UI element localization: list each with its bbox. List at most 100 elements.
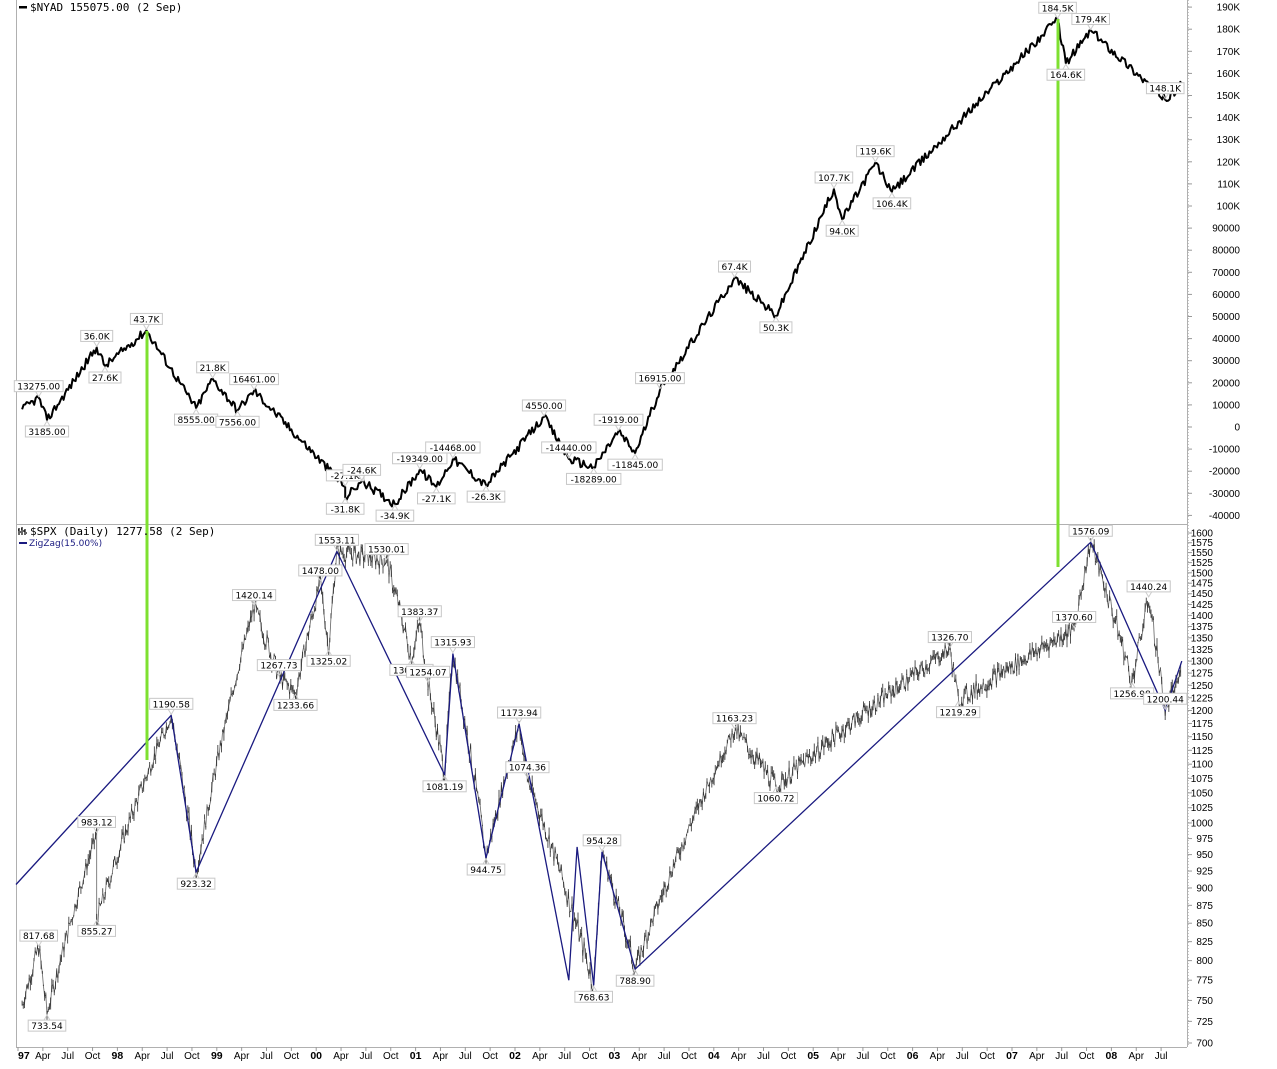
svg-text:107.7K: 107.7K (818, 174, 851, 184)
y-tick-label: 180K (1217, 25, 1241, 36)
value-annotation: 1060.72 (753, 786, 799, 805)
svg-text:-27.1K: -27.1K (331, 472, 361, 482)
value-annotation: 983.12 (77, 815, 116, 834)
x-tick-label: 05 (807, 1050, 819, 1062)
y-tick-label: 140K (1217, 113, 1241, 124)
y-tick-label: 1025 (1191, 803, 1214, 814)
svg-text:944.75: 944.75 (470, 866, 502, 876)
svg-text:1325.02: 1325.02 (310, 657, 347, 667)
y-tick-label: 1200 (1191, 706, 1214, 717)
value-annotation: 179.4K (1071, 13, 1110, 31)
value-annotation: 1163.23 (712, 712, 757, 730)
y-tick-label: -30000 (1209, 489, 1241, 500)
value-annotation: 106.4K (872, 191, 912, 210)
spx-legend-text: $SPX (Daily) 1277.58 (2 Sep) (30, 525, 215, 538)
x-tick-label: Apr (830, 1051, 846, 1062)
x-tick-label: Apr (1128, 1051, 1144, 1062)
zigzag-legend-swatch-icon (19, 542, 27, 544)
spx-legend: $SPX (Daily) 1277.58 (2 Sep) ZigZag(15.0… (18, 525, 215, 549)
value-annotation: 1233.66 (273, 693, 318, 711)
svg-text:817.68: 817.68 (23, 932, 55, 942)
y-tick-label: 1525 (1191, 558, 1214, 569)
value-annotation: -24.6K (342, 463, 382, 482)
x-tick-label: Apr (134, 1051, 150, 1062)
y-tick-label: 190K (1217, 3, 1241, 14)
y-tick-label: 40000 (1212, 334, 1240, 345)
y-tick-label: 50000 (1212, 312, 1240, 323)
x-tick-label: Apr (433, 1051, 449, 1062)
x-tick-label: 02 (509, 1050, 521, 1062)
y-tick-label: 1175 (1191, 719, 1213, 730)
svg-text:184.5K: 184.5K (1042, 4, 1075, 14)
svg-text:-27.1K: -27.1K (422, 495, 452, 505)
value-annotation: 1200.44 (1143, 692, 1188, 711)
svg-text:67.4K: 67.4K (722, 263, 749, 273)
value-annotation: 36.0K (80, 329, 114, 348)
value-annotation: 148.1K (1145, 82, 1185, 100)
ohlc-bars-icon (18, 527, 27, 535)
value-annotation: -31.8K (325, 497, 365, 515)
y-tick-label: 825 (1196, 937, 1213, 948)
svg-text:1219.29: 1219.29 (940, 709, 977, 719)
y-tick-label: 120K (1217, 157, 1241, 168)
svg-text:179.4K: 179.4K (1075, 16, 1108, 26)
svg-text:43.7K: 43.7K (133, 315, 160, 325)
value-annotation: 1370.60 (1052, 610, 1097, 629)
svg-text:1233.66: 1233.66 (277, 701, 314, 711)
value-annotation: 1420.14 (231, 589, 277, 607)
x-tick-label: Jul (360, 1051, 373, 1062)
value-annotation: 7556.00 (215, 410, 260, 428)
svg-text:-11845.00: -11845.00 (612, 461, 658, 471)
svg-text:16461.00: 16461.00 (233, 376, 276, 386)
value-annotation: -34.9K (375, 504, 415, 522)
value-annotation: 16461.00 (229, 373, 279, 391)
zigzag-overlay (15, 541, 1183, 986)
svg-text:1173.94: 1173.94 (501, 709, 538, 719)
value-annotation: 1074.36 (505, 761, 550, 779)
svg-text:-14468.00: -14468.00 (430, 444, 476, 454)
x-tick-label: Jul (1055, 1051, 1068, 1062)
y-tick-label: 800 (1196, 956, 1213, 967)
svg-text:1576.09: 1576.09 (1072, 527, 1109, 537)
y-tick-label: 70000 (1212, 268, 1240, 279)
value-annotation: 16915.00 (635, 372, 685, 390)
x-tick-label: Jul (1155, 1051, 1168, 1062)
y-tick-label: -20000 (1209, 467, 1241, 478)
nyad-series (21, 16, 1183, 508)
nyad-legend-text: $NYAD 155075.00 (2 Sep) (30, 1, 182, 14)
nyad-legend: $NYAD 155075.00 (2 Sep) (19, 1, 182, 14)
svg-text:4550.00: 4550.00 (525, 402, 562, 412)
y-tick-label: -10000 (1209, 445, 1241, 456)
svg-text:1074.36: 1074.36 (509, 764, 546, 774)
value-annotation: 788.90 (615, 969, 655, 987)
value-annotation: 1219.29 (936, 700, 981, 719)
y-tick-label: 1500 (1191, 568, 1214, 579)
svg-text:106.4K: 106.4K (876, 200, 909, 210)
x-tick-label: Apr (731, 1051, 747, 1062)
spx-ohlc-bars (21, 538, 1182, 1021)
y-tick-label: 975 (1196, 834, 1213, 845)
svg-text:1060.72: 1060.72 (757, 795, 794, 805)
y-tick-label: 700 (1196, 1039, 1213, 1050)
spx-annotations: 817.68 733.54 983.12 855.27 1190.58 923.32 142… (19, 524, 1188, 1032)
value-annotation: 1576.09 (1068, 524, 1113, 543)
x-tick-label: 01 (410, 1050, 422, 1062)
nyad-legend-swatch-icon (19, 6, 27, 9)
svg-text:788.90: 788.90 (619, 977, 651, 987)
y-tick-label: 1125 (1191, 746, 1213, 757)
zigzag-legend-text: ZigZag(15.00%) (29, 539, 102, 549)
svg-text:1267.73: 1267.73 (260, 662, 297, 672)
svg-text:1553.11: 1553.11 (318, 536, 355, 546)
svg-text:-1919.00: -1919.00 (598, 416, 639, 426)
y-tick-label: 1250 (1191, 681, 1214, 692)
value-annotation: -11845.00 (607, 453, 663, 471)
value-annotation: 4550.00 (521, 399, 567, 417)
value-annotation: -27.1K (417, 486, 456, 505)
y-tick-label: 1400 (1191, 611, 1214, 622)
y-tick-label: 1425 (1191, 600, 1214, 611)
y-tick-label: 10000 (1212, 400, 1240, 411)
y-tick-label: 150K (1217, 91, 1241, 102)
value-annotation: 119.6K (856, 145, 895, 163)
svg-text:1370.60: 1370.60 (1056, 613, 1093, 623)
value-annotation: 817.68 (19, 929, 59, 948)
